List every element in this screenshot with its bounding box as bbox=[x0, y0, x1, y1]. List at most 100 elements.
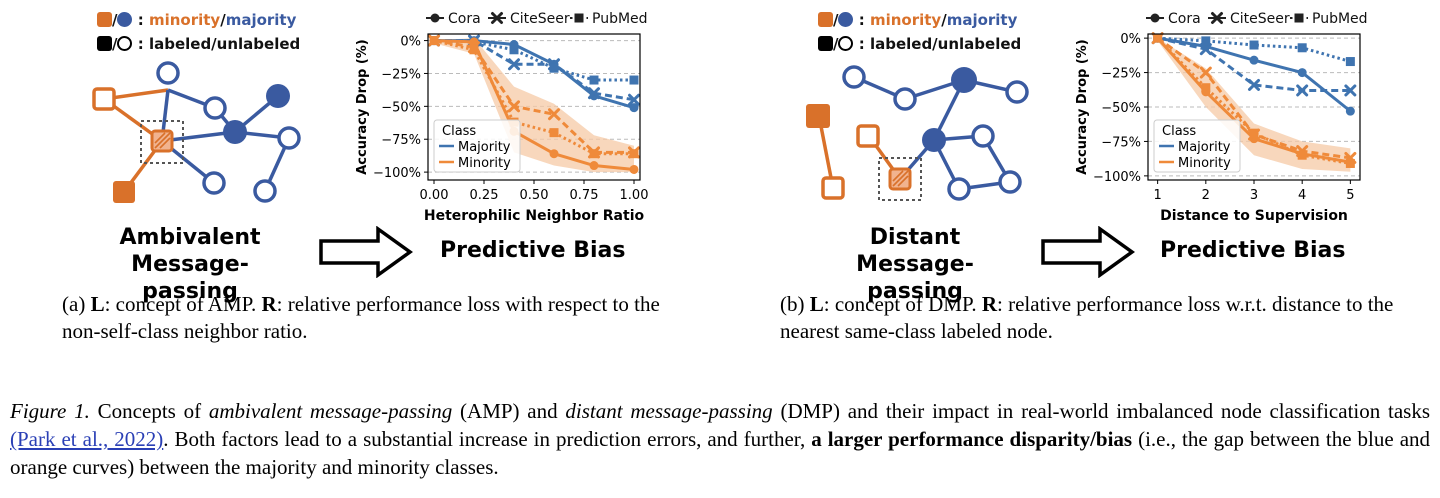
y-tick-label: −100% bbox=[373, 166, 421, 181]
data-point-majority-citeseer bbox=[1296, 84, 1309, 97]
hollow-circle-icon bbox=[838, 36, 854, 51]
node-majority-labeled bbox=[951, 67, 977, 93]
data-point-majority-citeseer-stroke bbox=[508, 58, 520, 71]
top-legend-label: CiteSeer bbox=[510, 11, 570, 27]
top-legend-marker bbox=[1150, 13, 1160, 23]
node-majority-unlabeled bbox=[893, 87, 917, 111]
data-point-minority-pubmed bbox=[589, 149, 599, 159]
left-predictive-bias: Predictive Bias bbox=[440, 238, 626, 263]
node-majority-unlabeled bbox=[277, 126, 301, 150]
subcap-prefix: (a) bbox=[62, 292, 91, 316]
data-point-minority-citeseer-stroke bbox=[548, 108, 560, 121]
concept-line2: Message-passing bbox=[131, 252, 249, 304]
subcap-l-text: : concept of DMP. bbox=[823, 292, 982, 316]
data-point-majority-citeseer-stroke bbox=[1248, 78, 1260, 91]
node-majority-labeled bbox=[922, 128, 946, 152]
data-point-minority-citeseer bbox=[548, 108, 560, 121]
data-point-minority-pubmed bbox=[1345, 158, 1355, 168]
top-legend-marker-stroke bbox=[1211, 12, 1223, 24]
data-point-minority-pubmed bbox=[1249, 128, 1259, 138]
orange-square-icon bbox=[818, 12, 833, 27]
legend-slash: / bbox=[941, 11, 947, 29]
target-node-highlight bbox=[140, 120, 184, 164]
data-point-minority-citeseer bbox=[1199, 66, 1212, 79]
caption-text: Concepts of bbox=[89, 399, 209, 423]
citation-link[interactable]: (Park et al., 2022) bbox=[10, 427, 164, 451]
legend-minority: minority bbox=[869, 11, 942, 29]
class-legend-label: Majority bbox=[458, 140, 511, 155]
data-point-majority-pubmed bbox=[549, 63, 559, 73]
x-tick-label: 5 bbox=[1346, 188, 1354, 203]
orange-square-icon bbox=[97, 12, 112, 27]
x-tick-label: 2 bbox=[1202, 188, 1210, 203]
data-point-majority-pubmed bbox=[1249, 40, 1259, 50]
data-point-majority-citeseer bbox=[1199, 43, 1212, 56]
subcap-r-text: : relative performance loss with respect… bbox=[62, 292, 660, 343]
x-axis-label: Distance to Supervision bbox=[1160, 208, 1348, 224]
data-point-minority-pubmed bbox=[629, 149, 639, 159]
data-point-majority-citeseer bbox=[588, 87, 600, 100]
right-predictive-bias: Predictive Bias bbox=[1160, 238, 1346, 263]
class-legend-title: Class bbox=[1162, 124, 1196, 139]
node-majority-unlabeled bbox=[156, 61, 180, 85]
data-point-majority-citeseer bbox=[1344, 84, 1357, 97]
x-tick-label: 1 bbox=[1153, 188, 1161, 203]
right-node-legend-row1: / : minority/majority bbox=[818, 11, 1017, 29]
top-legend-marker bbox=[574, 13, 584, 23]
left-node-legend-row2: / : labeled/unlabeled bbox=[97, 35, 300, 53]
right-arrow-icon bbox=[1041, 226, 1135, 278]
legend-sep: / bbox=[112, 35, 118, 53]
data-point-majority-citeseer-stroke bbox=[588, 87, 600, 100]
data-point-minority-pubmed bbox=[1297, 150, 1307, 160]
data-point-majority-pubmed bbox=[1201, 36, 1211, 46]
target-node-highlight bbox=[878, 157, 922, 201]
class-legend-label: Minority bbox=[458, 156, 511, 171]
data-point-majority-pubmed bbox=[629, 75, 639, 85]
top-legend-marker bbox=[1211, 12, 1223, 24]
figure-caption: Figure 1. Concepts of ambivalent message… bbox=[10, 397, 1430, 481]
data-point-majority-cora bbox=[1345, 106, 1355, 116]
minority-ci-band bbox=[434, 37, 634, 173]
legend-labeled-unlabeled: labeled/unlabeled bbox=[148, 35, 301, 53]
concept-line2: Message-passing bbox=[856, 252, 974, 304]
y-tick-label: 0% bbox=[1120, 32, 1141, 47]
subcap-colon: : bbox=[104, 292, 111, 316]
series-line-minority-pubmed bbox=[1156, 37, 1351, 165]
node-minority-unlabeled bbox=[92, 87, 116, 111]
data-point-minority-citeseer bbox=[508, 100, 520, 113]
caption-bold: a larger performance disparity/bias bbox=[811, 427, 1133, 451]
chart-dmp: Cora CiteSeer PubMed 0% −25% −50% −75% −100% 1 2 3… bbox=[1075, 11, 1368, 224]
class-legend-label: Majority bbox=[1178, 140, 1231, 155]
top-legend-label: Cora bbox=[1168, 11, 1201, 27]
top-legend-label: CiteSeer bbox=[1230, 11, 1290, 27]
black-square-icon bbox=[818, 36, 833, 51]
top-legend-label: PubMed bbox=[592, 11, 648, 27]
series-line-minority-cora bbox=[433, 39, 635, 171]
concept-line1: Distant bbox=[869, 225, 961, 250]
amp-graph-diagram bbox=[92, 61, 301, 203]
series-line-minority-pubmed bbox=[433, 39, 634, 156]
node-minority-labeled bbox=[113, 181, 135, 203]
subcap-prefix: (b) bbox=[780, 292, 810, 316]
legend-sep: / bbox=[833, 35, 839, 53]
class-legend-box bbox=[1153, 119, 1241, 173]
blue-circle-icon bbox=[117, 12, 133, 27]
x-tick-label: 0.00 bbox=[420, 188, 449, 203]
data-point-minority-pubmed bbox=[469, 45, 479, 55]
class-legend-label: Minority bbox=[1178, 156, 1231, 171]
y-axis-label: Accuracy Drop (%) bbox=[355, 39, 370, 175]
subcap-L: L bbox=[90, 292, 105, 316]
data-point-majority-citeseer-stroke bbox=[1344, 84, 1357, 97]
right-arrow-icon bbox=[319, 226, 413, 278]
caption-text: . Both factors lead to a substantial inc… bbox=[163, 427, 812, 451]
data-point-minority-cora bbox=[589, 161, 599, 171]
node-majority-unlabeled bbox=[998, 170, 1022, 194]
subcap-r-text: : relative performance loss w.r.t. dista… bbox=[780, 292, 1394, 343]
y-tick-label: 0% bbox=[400, 35, 421, 50]
legend-majority: majority bbox=[225, 11, 297, 29]
node-minority-labeled bbox=[806, 104, 830, 128]
data-point-majority-citeseer bbox=[1248, 78, 1260, 91]
data-point-majority-citeseer bbox=[628, 93, 640, 106]
data-point-majority-citeseer-stroke bbox=[1199, 43, 1212, 56]
x-axis-label: Heterophilic Neighbor Ratio bbox=[424, 208, 645, 224]
